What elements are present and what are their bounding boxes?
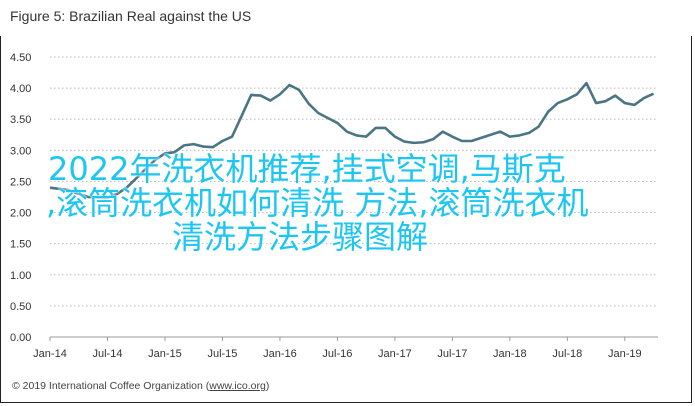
overlay-line-1: 2022年洗衣机推荐,挂式空调,马斯克 xyxy=(48,150,566,188)
y-tick-label: 4.50 xyxy=(10,52,31,64)
y-tick-label: 0.00 xyxy=(10,332,31,344)
x-tick-label: Jan-18 xyxy=(493,348,527,360)
x-tick-label: Jul-14 xyxy=(92,348,122,360)
y-tick-label: 4.00 xyxy=(10,83,31,95)
overlay-line-2: ,滚筒洗衣机如何清洗 方法,滚筒洗衣机 xyxy=(46,184,589,222)
x-tick-label: Jul-15 xyxy=(207,348,237,360)
x-tick-label: Jan-17 xyxy=(378,348,412,360)
chart-frame xyxy=(0,36,692,403)
x-tick-label: Jan-15 xyxy=(148,348,182,360)
y-tick-label: 0.50 xyxy=(10,301,31,313)
y-tick-label: 3.50 xyxy=(10,114,31,126)
x-tick-label: Jul-18 xyxy=(552,348,582,360)
footer-prefix: © 2019 International Coffee Organization… xyxy=(12,380,210,392)
x-tick-label: Jan-19 xyxy=(608,348,642,360)
y-tick-label: 2.00 xyxy=(10,208,31,220)
y-tick-label: 1.50 xyxy=(10,239,31,251)
overlay-line-3: 清洗方法步骤图解 xyxy=(171,218,428,256)
x-tick-label: Jan-14 xyxy=(33,348,67,360)
footer-suffix: ) xyxy=(265,380,270,392)
overlay-caption: 2022年洗衣机推荐,挂式空调,马斯克 ,滚筒洗衣机如何清洗 方法,滚筒洗衣机 … xyxy=(0,152,695,254)
series-line xyxy=(49,81,655,199)
x-tick-label: Jul-16 xyxy=(322,348,352,360)
chart-title: Figure 5: Brazilian Real against the US xyxy=(10,8,252,24)
y-tick-label: 2.50 xyxy=(10,176,31,188)
footer-link[interactable]: www.ico.org xyxy=(209,380,266,392)
y-tick-label: 1.00 xyxy=(10,270,31,282)
x-tick-label: Jul-17 xyxy=(437,348,467,360)
y-tick-label: 3.00 xyxy=(10,145,31,157)
x-tick-label: Jan-16 xyxy=(263,348,297,360)
copyright-footer: © 2019 International Coffee Organization… xyxy=(12,380,269,392)
